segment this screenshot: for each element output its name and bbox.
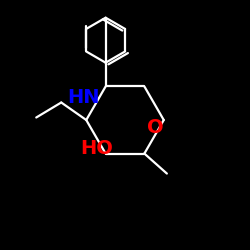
Text: HN: HN (68, 88, 100, 107)
Text: O: O (147, 118, 163, 137)
Text: HO: HO (80, 139, 113, 158)
